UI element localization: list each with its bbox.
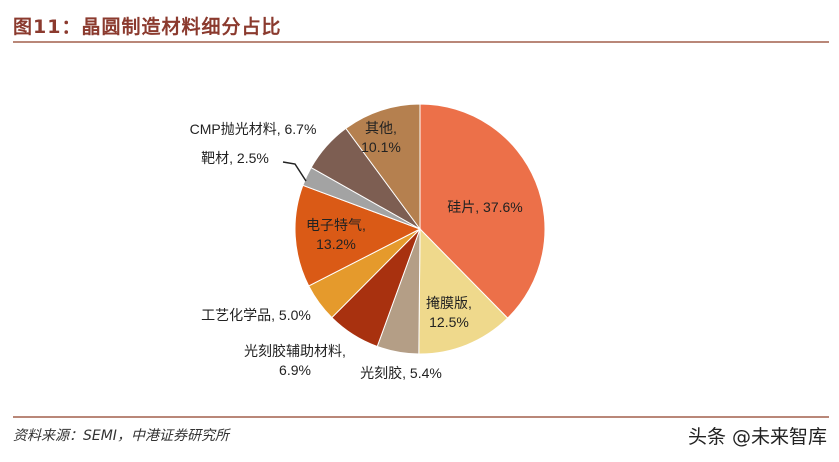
data-label-2: 12.5% (429, 314, 469, 330)
data-label-4: 6.9% (279, 362, 311, 378)
source-note: 资料来源：SEMI，中港证券研究所 (13, 428, 229, 444)
data-label-8: CMP抛光材料, 6.7% (190, 121, 317, 137)
data-label-7: 靶材, 2.5% (201, 150, 269, 166)
data-label-2: 掩膜版, (426, 295, 472, 311)
pie-slice-1 (419, 103, 546, 319)
pie-slice-6 (294, 184, 422, 287)
data-label-4: 光刻胶辅助材料, (244, 343, 346, 359)
data-label-6: 13.2% (316, 236, 356, 252)
figure-title: 图11：晶圆制造材料细分占比 (13, 16, 282, 38)
pie-slice-2 (418, 227, 509, 355)
data-label-1: 硅片, 37.6% (447, 199, 522, 215)
data-label-5: 工艺化学品, 5.0% (201, 307, 311, 323)
leader-line (282, 161, 307, 182)
footer-divider (13, 416, 829, 418)
data-label-3: 光刻胶, 5.4% (360, 365, 442, 381)
watermark: 头条 @未来智库 (687, 426, 827, 448)
data-label-9: 10.1% (361, 139, 401, 155)
data-label-9: 其他, (365, 120, 397, 136)
data-label-6: 电子特气, (306, 217, 366, 233)
pie-slice-9 (345, 103, 421, 231)
title-divider (13, 41, 829, 43)
